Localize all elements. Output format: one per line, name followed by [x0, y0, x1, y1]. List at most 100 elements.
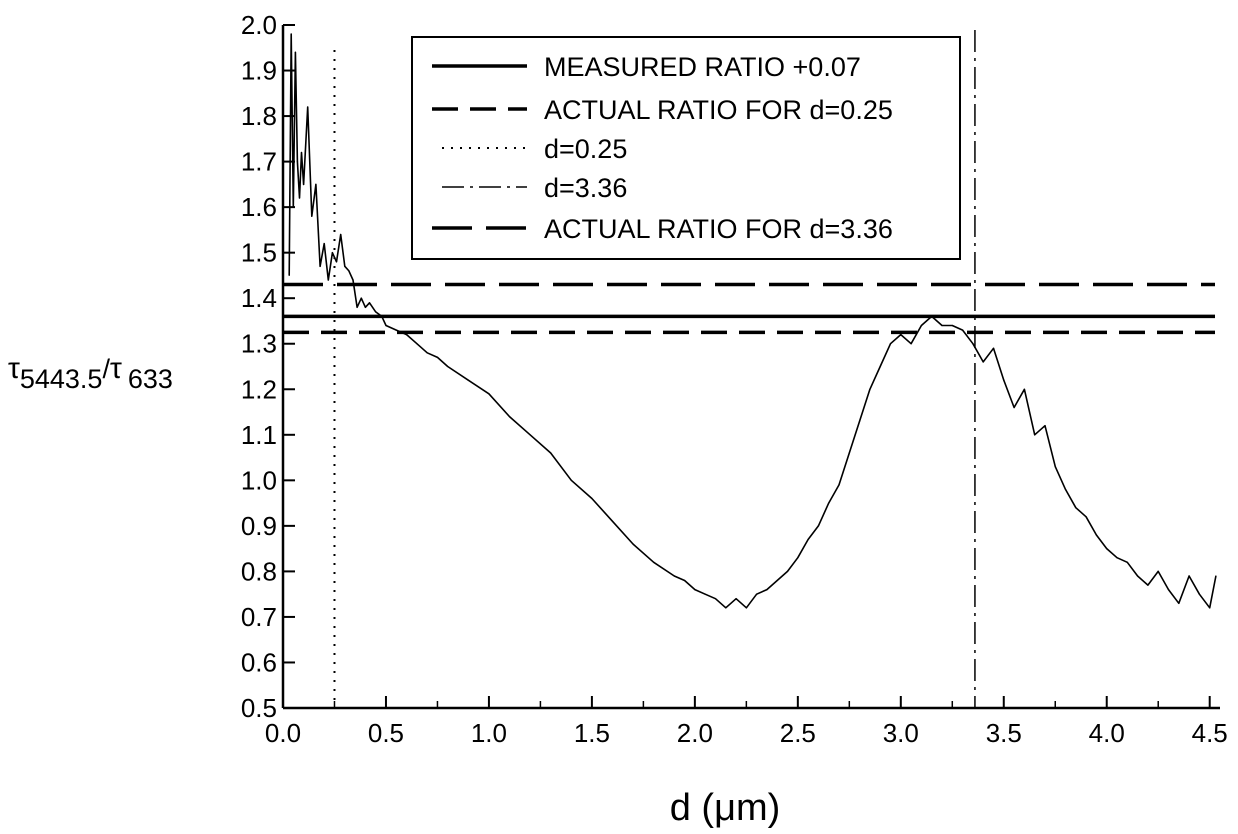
- data-point: [375, 311, 377, 313]
- data-point: [735, 598, 737, 600]
- data-point: [910, 343, 912, 345]
- data-point: [1198, 593, 1200, 595]
- data-point: [900, 334, 902, 336]
- data-point: [889, 343, 892, 345]
- data-point: [467, 379, 469, 381]
- data-point: [673, 575, 675, 577]
- data-point: [296, 161, 298, 163]
- data-point: [315, 183, 317, 185]
- x-tick-label: 4.0: [1089, 718, 1125, 748]
- data-point: [508, 416, 511, 418]
- y-axis-label: τ5443.5/τ 633: [8, 352, 173, 394]
- data-point: [331, 252, 333, 254]
- x-tick-label: 0.0: [265, 718, 301, 748]
- data-point: [931, 315, 933, 317]
- data-point: [323, 243, 325, 245]
- data-point: [951, 324, 953, 327]
- data-point: [684, 579, 686, 582]
- data-point: [570, 479, 572, 481]
- data-point: [340, 233, 342, 236]
- x-axis-label: d (μm): [670, 787, 781, 829]
- data-point: [1215, 575, 1217, 577]
- data-point: [714, 598, 717, 600]
- data-point: [786, 570, 789, 573]
- y-tick-label: 1.1: [241, 420, 277, 450]
- data-point: [941, 324, 943, 327]
- data-point: [1085, 516, 1087, 518]
- data-point: [335, 261, 338, 263]
- y-tick-label: 1.7: [241, 147, 277, 177]
- y-tick-label: 1.2: [241, 374, 277, 404]
- y-tick-label: 0.6: [241, 647, 277, 677]
- measured-curve-layer: [288, 33, 1217, 609]
- data-point: [1013, 406, 1015, 409]
- data-point: [488, 393, 490, 395]
- y-tick-label: 0.5: [241, 693, 277, 723]
- y-tick-label: 1.0: [241, 465, 277, 495]
- data-point: [992, 347, 995, 349]
- axes: [281, 25, 1220, 710]
- data-point: [1044, 425, 1046, 427]
- data-point: [920, 324, 923, 327]
- data-point: [1147, 584, 1149, 586]
- data-point: [1126, 561, 1128, 563]
- data-point: [356, 306, 358, 308]
- data-point: [327, 279, 329, 281]
- data-point: [962, 329, 964, 331]
- legend: MEASURED RATIO +0.07 ACTUAL RATIO FOR d=…: [411, 36, 961, 260]
- legend-label-actual-025: ACTUAL RATIO FOR d=0.25: [544, 95, 893, 125]
- data-point: [395, 329, 397, 331]
- data-point: [290, 33, 292, 35]
- data-point: [348, 270, 350, 272]
- data-point: [1178, 602, 1180, 604]
- data-point: [1054, 466, 1056, 468]
- data-point: [1095, 534, 1097, 536]
- data-point: [1064, 488, 1067, 490]
- data-point: [611, 520, 614, 522]
- data-point: [982, 361, 984, 363]
- data-point: [406, 334, 408, 336]
- data-point: [838, 484, 840, 486]
- data-point: [360, 297, 362, 299]
- data-point: [1188, 575, 1190, 577]
- data-point: [1157, 570, 1159, 573]
- y-tick-label: 1.3: [241, 329, 277, 359]
- data-point: [817, 525, 820, 527]
- x-tick-label: 0.5: [368, 718, 404, 748]
- legend-label-measured: MEASURED RATIO +0.07: [544, 52, 861, 82]
- data-point: [1106, 548, 1108, 550]
- data-point: [550, 452, 552, 454]
- data-point: [1003, 379, 1005, 381]
- y-tick-label: 2.0: [241, 10, 277, 40]
- data-point: [1034, 434, 1036, 436]
- y-tick-label: 1.6: [241, 192, 277, 222]
- reference-lines: [283, 30, 1215, 708]
- data-point: [416, 343, 418, 345]
- data-point: [352, 279, 354, 281]
- data-point: [529, 434, 531, 436]
- legend-box: [411, 36, 961, 260]
- legend-label-d025: d=0.25: [544, 134, 627, 164]
- data-point: [653, 561, 655, 563]
- data-point: [300, 151, 303, 154]
- data-point: [766, 589, 768, 591]
- x-tick-label: 1.5: [574, 718, 610, 748]
- data-point: [344, 265, 346, 267]
- data-point: [436, 356, 439, 358]
- data-point: [704, 593, 706, 595]
- x-axis-ticks: 0.0 0.5 1.0 1.5 2.0 2.5 3.0 3.5 4.0 4.5: [265, 696, 1228, 748]
- data-point: [1209, 607, 1211, 609]
- legend-label-actual-336: ACTUAL RATIO FOR d=3.36: [544, 214, 893, 244]
- data-point: [725, 607, 727, 609]
- x-tick-label: 2.5: [780, 718, 816, 748]
- data-point: [447, 365, 449, 368]
- data-point: [426, 352, 428, 354]
- data-point: [298, 197, 301, 199]
- data-point: [848, 452, 850, 454]
- data-point: [797, 557, 799, 559]
- data-point: [368, 302, 371, 304]
- data-point: [756, 593, 758, 595]
- y-tick-label: 0.7: [241, 602, 277, 632]
- data-point: [828, 502, 830, 504]
